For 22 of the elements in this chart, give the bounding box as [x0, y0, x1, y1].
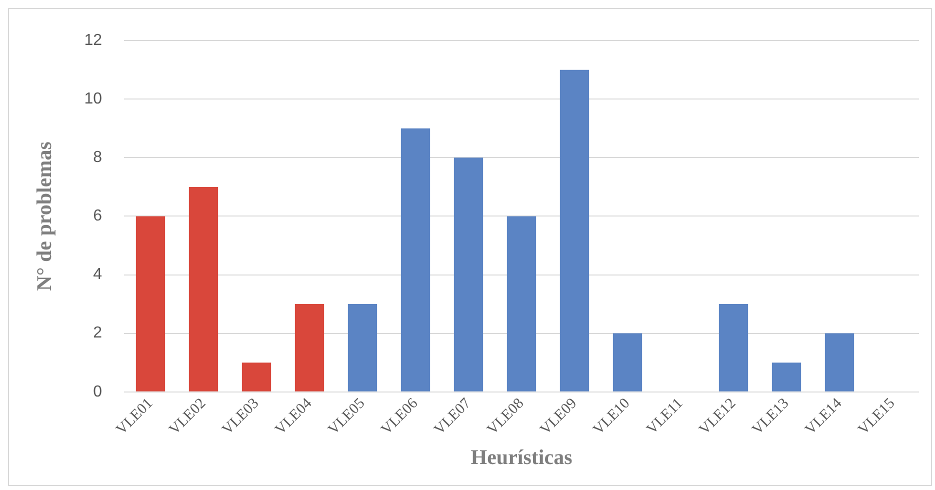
y-tick-label: 12: [84, 32, 102, 50]
bar: [188, 186, 218, 392]
y-tick-label: 4: [93, 266, 102, 284]
bar: [824, 333, 854, 392]
bar: [718, 304, 748, 392]
bar: [136, 216, 166, 392]
bar: [612, 333, 642, 392]
y-tick-label: 2: [93, 324, 102, 342]
bar: [772, 362, 802, 392]
y-tick-label: 0: [93, 383, 102, 400]
bar: [294, 304, 324, 392]
bar: [454, 158, 484, 392]
x-axis-title: Heurísticas: [470, 444, 572, 469]
bar: [506, 216, 536, 392]
bar: [400, 128, 430, 392]
y-tick-label: 10: [84, 90, 102, 108]
y-tick-label: 8: [93, 149, 102, 166]
bar: [348, 304, 378, 392]
bar: [560, 70, 590, 392]
y-axis-title: N° de problemas: [32, 142, 56, 291]
bar: [242, 362, 272, 392]
y-tick-label: 6: [93, 208, 102, 225]
